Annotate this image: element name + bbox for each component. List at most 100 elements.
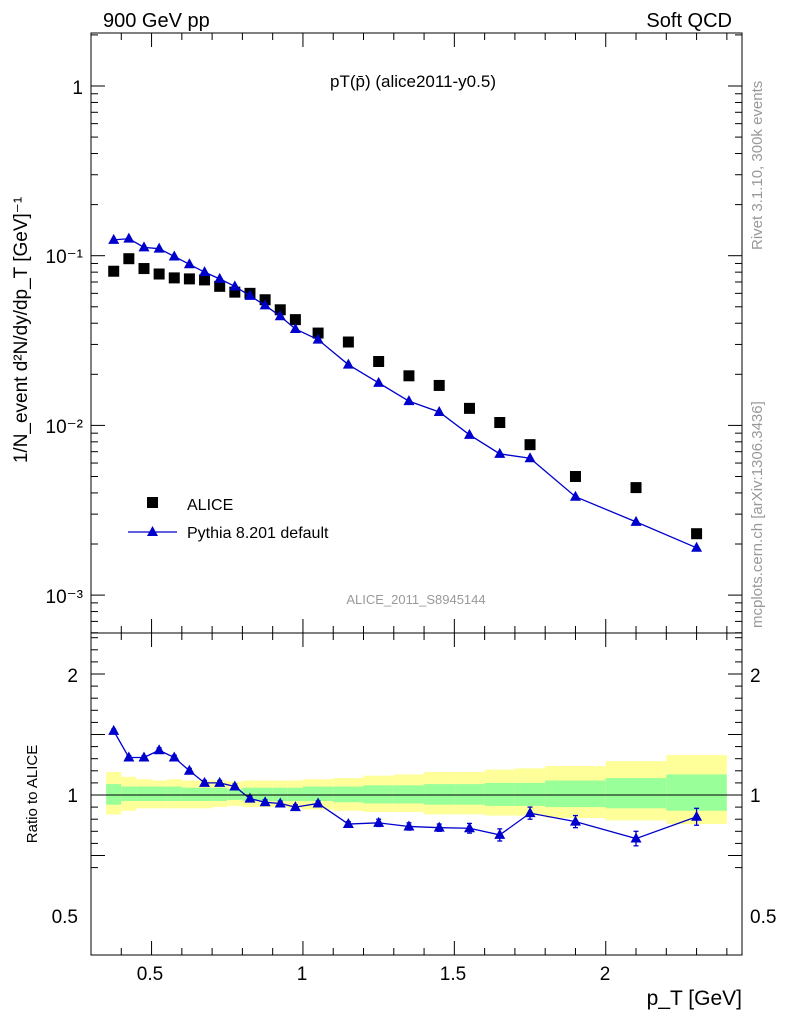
pythia-ratio-point [691,810,703,821]
pythia-data-point [312,333,324,344]
alice-data-point [373,355,385,367]
pythia-data-point [463,428,475,439]
green-band-segment [181,787,197,802]
green-band-segment [514,782,546,806]
alice-data-point [168,272,180,284]
alice-data-point [274,304,286,316]
pythia-data-point [691,541,703,552]
pythia-ratio-point [153,744,165,755]
green-band-segment [287,787,303,802]
pythia-ratio-point [123,751,135,762]
alice-data-point [433,379,445,391]
pythia-data-point [214,272,226,283]
alice-data-point [342,336,354,348]
green-band-segment [136,786,152,802]
pythia-ratio-point [494,828,506,839]
alice-data-point [312,327,324,339]
pythia-data-point [168,250,180,261]
x-tick-label-2: 2 [600,964,611,985]
main-plot-frame [90,32,743,634]
pythia-ratio-point [433,821,445,832]
green-band-segment [196,787,213,802]
pythia-ratio-point [630,832,642,843]
pythia-data-point [403,395,415,406]
pythia-data-point [259,299,271,310]
side-label-rivet: Rivet 3.1.10, 300k events [749,81,766,250]
green-band-segment [257,787,273,802]
pythia-ratio-point [373,816,385,827]
main-plot-data [108,232,703,552]
ratio-uncertainty-bands [106,755,727,825]
green-band-segment [484,782,515,806]
main-y-axis-label: 1/N_event d²N/dy/dp_T [GeV]⁻¹ [11,197,32,463]
y-tick-label-0.1: 10⁻¹ [46,247,84,268]
ratio-y-axis-label: Ratio to ALICE [24,745,41,843]
green-band-segment [302,786,334,802]
pythia-data-point [433,405,445,416]
pythia-ratio-point [259,796,271,807]
alice-data-point [214,280,226,292]
pythia-ratio-point [108,724,120,735]
green-band-segment [393,785,425,804]
pythia-data-point [108,233,120,244]
green-band-segment [166,786,182,802]
pythia-data-point [153,242,165,253]
pythia-ratio-point [289,801,301,812]
pythia-ratio-point [199,776,211,787]
pythia-data-point [524,452,536,463]
pythia-data-point [229,280,241,291]
pythia-data-point [373,376,385,387]
y-tick-label-1: 1 [72,78,83,99]
ratio-y-tick-1-right: 1 [750,786,761,807]
pythia-data-point [569,490,581,501]
pythia-data-point [199,266,211,277]
green-band-segment [605,778,667,809]
pythia-data-point [183,258,195,269]
alice-data-point [403,370,415,382]
pythia-ratio-point [244,792,256,803]
pythia-ratio-point [229,780,241,791]
ratio-plot-data [108,724,703,847]
y-tick-label-0.001: 10⁻³ [46,587,84,608]
pythia-data-point [630,515,642,526]
alice-data-point [691,528,703,540]
plot-title: pT(p̄) (alice2011-y0.5) [330,72,496,91]
x-tick-label-1: 1 [297,964,308,985]
axis-ticks [90,33,742,955]
pythia-ratio-point [274,797,286,808]
legend-alice-label: ALICE [187,497,233,514]
ratio-plot-frame [90,632,743,956]
pythia-data-point [123,232,135,243]
pythia-ratio-point [183,764,195,775]
legend: ALICE Pythia 8.201 default [128,497,329,542]
alice-data-point [524,439,536,451]
green-band-segment [333,786,364,803]
y-tick-label-0.01: 10⁻² [46,417,84,438]
green-band-segment [212,787,228,802]
pythia-data-point [289,322,301,333]
ratio-y-tick-2-right: 2 [750,666,761,687]
ratio-y-tick-2-left: 2 [67,666,78,687]
pythia-ratio-point [312,797,324,808]
alice-data-point [630,482,642,494]
header-left-label: 900 GeV pp [103,10,210,32]
analysis-watermark: ALICE_2011_S8945144 [346,592,485,607]
pythia-ratio-point [403,820,415,831]
alice-data-point [494,417,506,429]
green-band-segment [151,786,167,802]
pythia-data-point [138,241,150,252]
x-tick-label-1.5: 1.5 [440,964,466,985]
pythia-data-point [342,358,354,369]
pythia-data-point [274,310,286,321]
green-band-segment [106,784,122,805]
alice-data-point [153,268,165,280]
pythia-ratio-point [214,776,226,787]
ratio-y-tick-1-left: 1 [67,786,78,807]
ratio-y-tick-0.5-right: 0.5 [750,907,776,928]
alice-data-point [123,253,135,265]
alice-data-point [138,263,150,275]
pythia-ratio-point [569,815,581,826]
alice-data-point [183,273,195,285]
alice-data-point [108,265,120,277]
alice-data-point [229,286,241,298]
